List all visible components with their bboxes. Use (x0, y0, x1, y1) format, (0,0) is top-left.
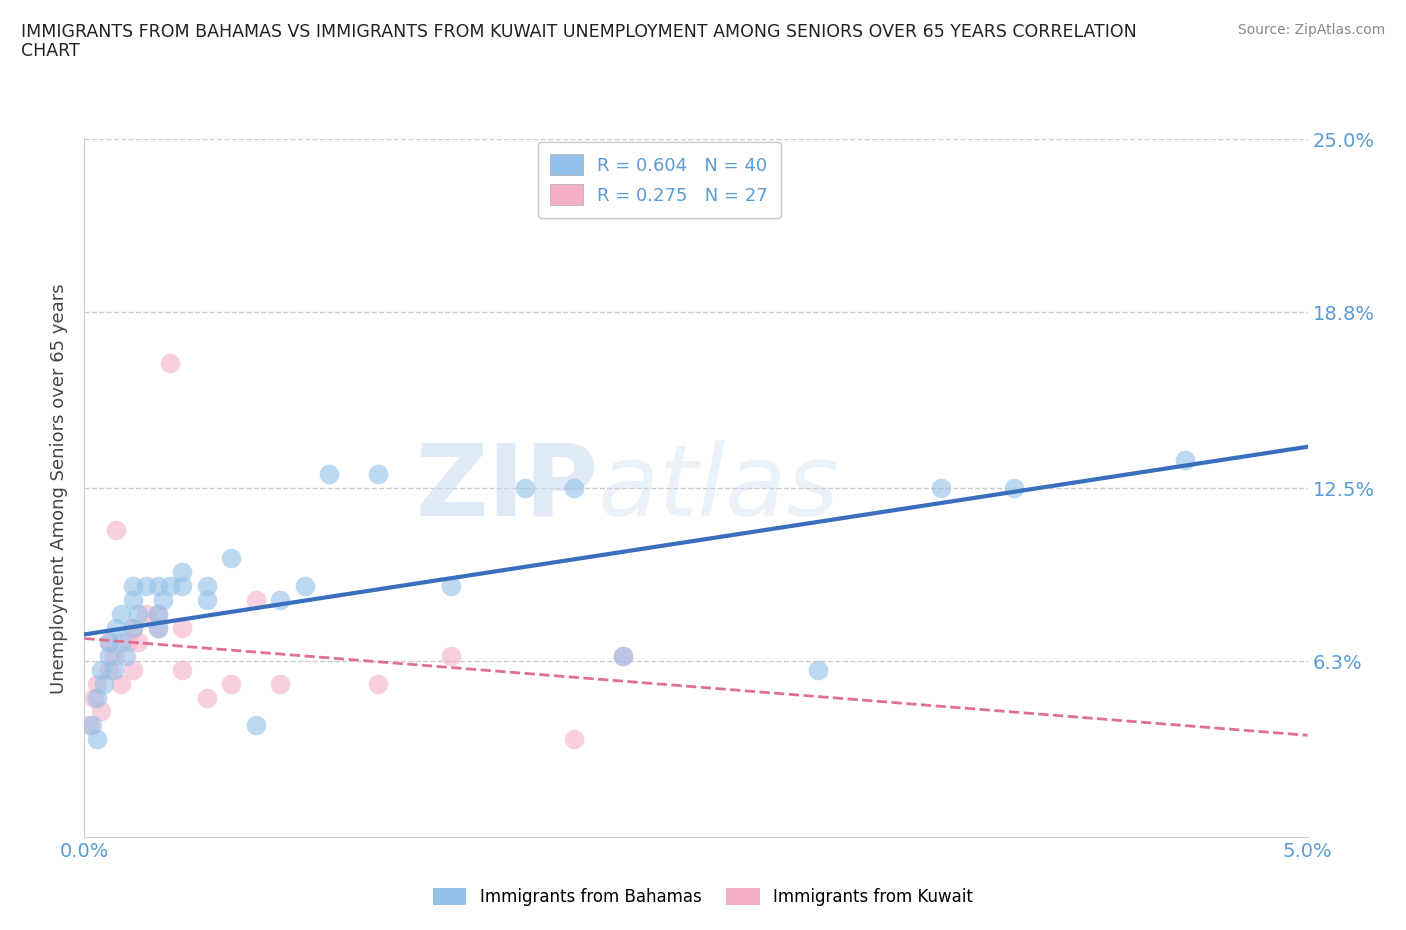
Point (612, 648, 634, 663)
Point (122, 620, 145, 635)
Point (562, 732, 585, 747)
Point (440, 578, 463, 593)
Point (146, 620, 169, 635)
Point (90, 662, 112, 677)
Point (127, 606, 149, 621)
Point (318, 467, 340, 482)
Point (159, 355, 181, 370)
Point (110, 606, 132, 621)
Point (807, 662, 830, 677)
Point (146, 606, 169, 621)
Point (86, 690, 108, 705)
Point (172, 565, 194, 579)
Point (135, 606, 157, 621)
Point (294, 578, 316, 593)
Text: IMMIGRANTS FROM BAHAMAS VS IMMIGRANTS FROM KUWAIT UNEMPLOYMENT AMONG SENIORS OVE: IMMIGRANTS FROM BAHAMAS VS IMMIGRANTS FR… (21, 23, 1137, 41)
Point (97, 648, 120, 663)
Text: CHART: CHART (21, 42, 80, 60)
Point (86, 676, 108, 691)
Point (122, 592, 145, 607)
Point (105, 620, 128, 635)
Point (97, 634, 120, 649)
Point (219, 551, 242, 565)
Text: Source: ZipAtlas.com: Source: ZipAtlas.com (1237, 23, 1385, 37)
Point (146, 606, 169, 621)
Y-axis label: Unemployment Among Seniors over 65 years: Unemployment Among Seniors over 65 years (51, 283, 69, 694)
Point (90, 704, 112, 719)
Point (127, 634, 149, 649)
Point (117, 634, 139, 649)
Point (513, 481, 536, 496)
Point (122, 620, 145, 635)
Point (562, 481, 585, 496)
Point (440, 648, 463, 663)
Point (103, 648, 125, 663)
Point (152, 592, 174, 607)
Text: atlas: atlas (598, 440, 839, 537)
Point (159, 578, 181, 593)
Point (219, 676, 242, 691)
Point (135, 578, 157, 593)
Point (97, 662, 120, 677)
Point (110, 676, 132, 691)
Point (195, 578, 218, 593)
Point (612, 648, 634, 663)
Point (146, 578, 169, 593)
Point (122, 578, 145, 593)
Point (1174, 453, 1197, 468)
Point (122, 662, 145, 677)
Point (172, 662, 194, 677)
Point (146, 620, 169, 635)
Point (77, 718, 100, 733)
Point (245, 592, 267, 607)
Legend: Immigrants from Bahamas, Immigrants from Kuwait: Immigrants from Bahamas, Immigrants from… (426, 881, 980, 912)
Point (103, 662, 125, 677)
Point (269, 676, 291, 691)
Point (93, 676, 115, 691)
Point (80, 718, 103, 733)
Point (105, 523, 128, 538)
Point (1002, 481, 1025, 496)
Point (97, 634, 120, 649)
Point (195, 690, 218, 705)
Point (269, 592, 291, 607)
Point (245, 718, 267, 733)
Point (367, 676, 389, 691)
Point (110, 634, 132, 649)
Point (172, 620, 194, 635)
Point (929, 481, 952, 496)
Text: ZIP: ZIP (415, 440, 598, 537)
Point (367, 467, 389, 482)
Legend: R = 0.604   N = 40, R = 0.275   N = 27: R = 0.604 N = 40, R = 0.275 N = 27 (537, 141, 780, 218)
Point (115, 648, 138, 663)
Point (172, 578, 194, 593)
Point (86, 732, 108, 747)
Point (83, 690, 105, 705)
Point (195, 592, 218, 607)
